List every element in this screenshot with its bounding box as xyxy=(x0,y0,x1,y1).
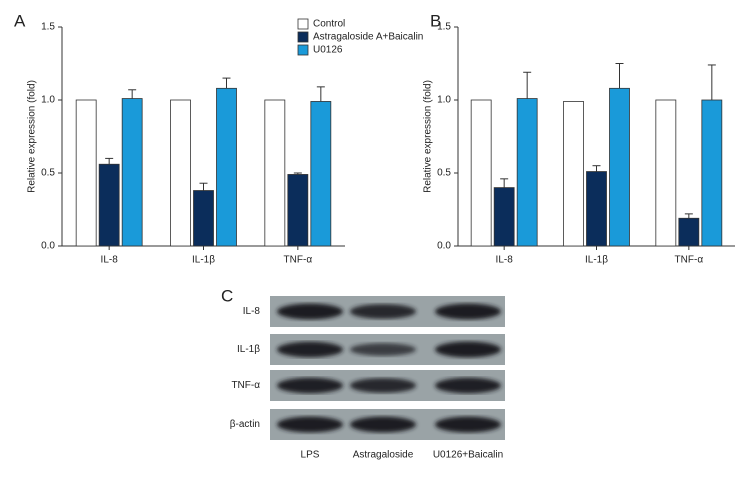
bar xyxy=(516,98,538,247)
blot-band xyxy=(435,341,501,358)
blot-band xyxy=(435,377,501,394)
bar xyxy=(170,99,191,247)
blot-band xyxy=(350,343,416,356)
blot-band xyxy=(350,416,416,433)
error-bar xyxy=(199,182,208,191)
blot-row-label: IL-8 xyxy=(243,306,261,317)
error-bar xyxy=(707,64,716,100)
x-tick-label: IL-8 xyxy=(496,255,514,266)
legend-swatch xyxy=(297,18,309,30)
y-axis-label: Relative expression (fold) xyxy=(423,80,434,193)
y-tick-label: 0.0 xyxy=(41,241,55,252)
y-axis-label: Relative expression (fold) xyxy=(27,80,38,193)
blot-strip xyxy=(270,409,505,440)
blot-lane-label: U0126+Baicalin xyxy=(433,450,503,461)
blot-band xyxy=(350,304,416,319)
x-tick-label: TNF-α xyxy=(675,255,704,266)
y-tick-label: 1.5 xyxy=(41,22,55,33)
blot-row-label: TNF-α xyxy=(231,380,260,391)
error-bar xyxy=(222,77,231,89)
bar xyxy=(75,99,97,247)
y-tick-label: 0.5 xyxy=(41,168,55,179)
bar xyxy=(121,98,143,247)
error-bar xyxy=(684,213,693,219)
error-bar xyxy=(105,157,114,165)
y-tick-label: 0.5 xyxy=(437,168,451,179)
panel-label: C xyxy=(221,286,233,305)
blot-band xyxy=(277,341,343,358)
y-tick-label: 1.5 xyxy=(437,22,451,33)
error-bar xyxy=(128,89,137,99)
bar xyxy=(216,87,237,247)
legend-label: Control xyxy=(313,19,345,30)
y-tick-label: 0.0 xyxy=(437,241,451,252)
bar xyxy=(563,101,584,247)
error-bar xyxy=(293,172,302,175)
blot-row-label: IL-1β xyxy=(237,344,260,355)
error-bar xyxy=(316,86,325,102)
blot-strip xyxy=(270,370,505,401)
blot-row-label: β-actin xyxy=(230,419,260,430)
legend-label: Astragaloside A+Baicalin xyxy=(313,32,423,43)
bar xyxy=(264,99,286,247)
error-bar xyxy=(592,165,601,172)
bar xyxy=(678,217,700,247)
x-tick-label: TNF-α xyxy=(284,255,313,266)
legend-label: U0126 xyxy=(313,45,343,56)
bar xyxy=(310,101,332,247)
bar xyxy=(655,99,677,247)
blot-band xyxy=(277,377,343,394)
bar xyxy=(98,163,120,247)
panel-label: A xyxy=(14,11,26,30)
x-tick-label: IL-8 xyxy=(101,255,119,266)
error-bar xyxy=(615,63,624,89)
x-tick-label: IL-1β xyxy=(585,255,608,266)
blot-band xyxy=(350,378,416,393)
legend-swatch xyxy=(297,44,309,56)
blot-lane-label: Astragaloside xyxy=(353,450,414,461)
blot-band xyxy=(435,303,501,320)
y-tick-label: 1.0 xyxy=(437,95,451,106)
y-tick-label: 1.0 xyxy=(41,95,55,106)
blot-lane-label: LPS xyxy=(301,450,320,461)
panel-label: B xyxy=(430,11,441,30)
bar xyxy=(701,99,723,247)
legend-swatch xyxy=(297,31,309,43)
blot-strip xyxy=(270,334,505,365)
bar xyxy=(609,87,630,247)
bar xyxy=(470,99,492,247)
bar xyxy=(493,187,515,247)
bar xyxy=(193,190,214,247)
x-tick-label: IL-1β xyxy=(192,255,215,266)
error-bar xyxy=(523,71,532,99)
blot-band xyxy=(435,416,501,433)
blot-band xyxy=(277,416,343,433)
bar xyxy=(287,174,309,247)
error-bar xyxy=(500,178,509,188)
blot-band xyxy=(277,303,343,320)
blot-strip xyxy=(270,296,505,327)
bar xyxy=(586,171,607,247)
